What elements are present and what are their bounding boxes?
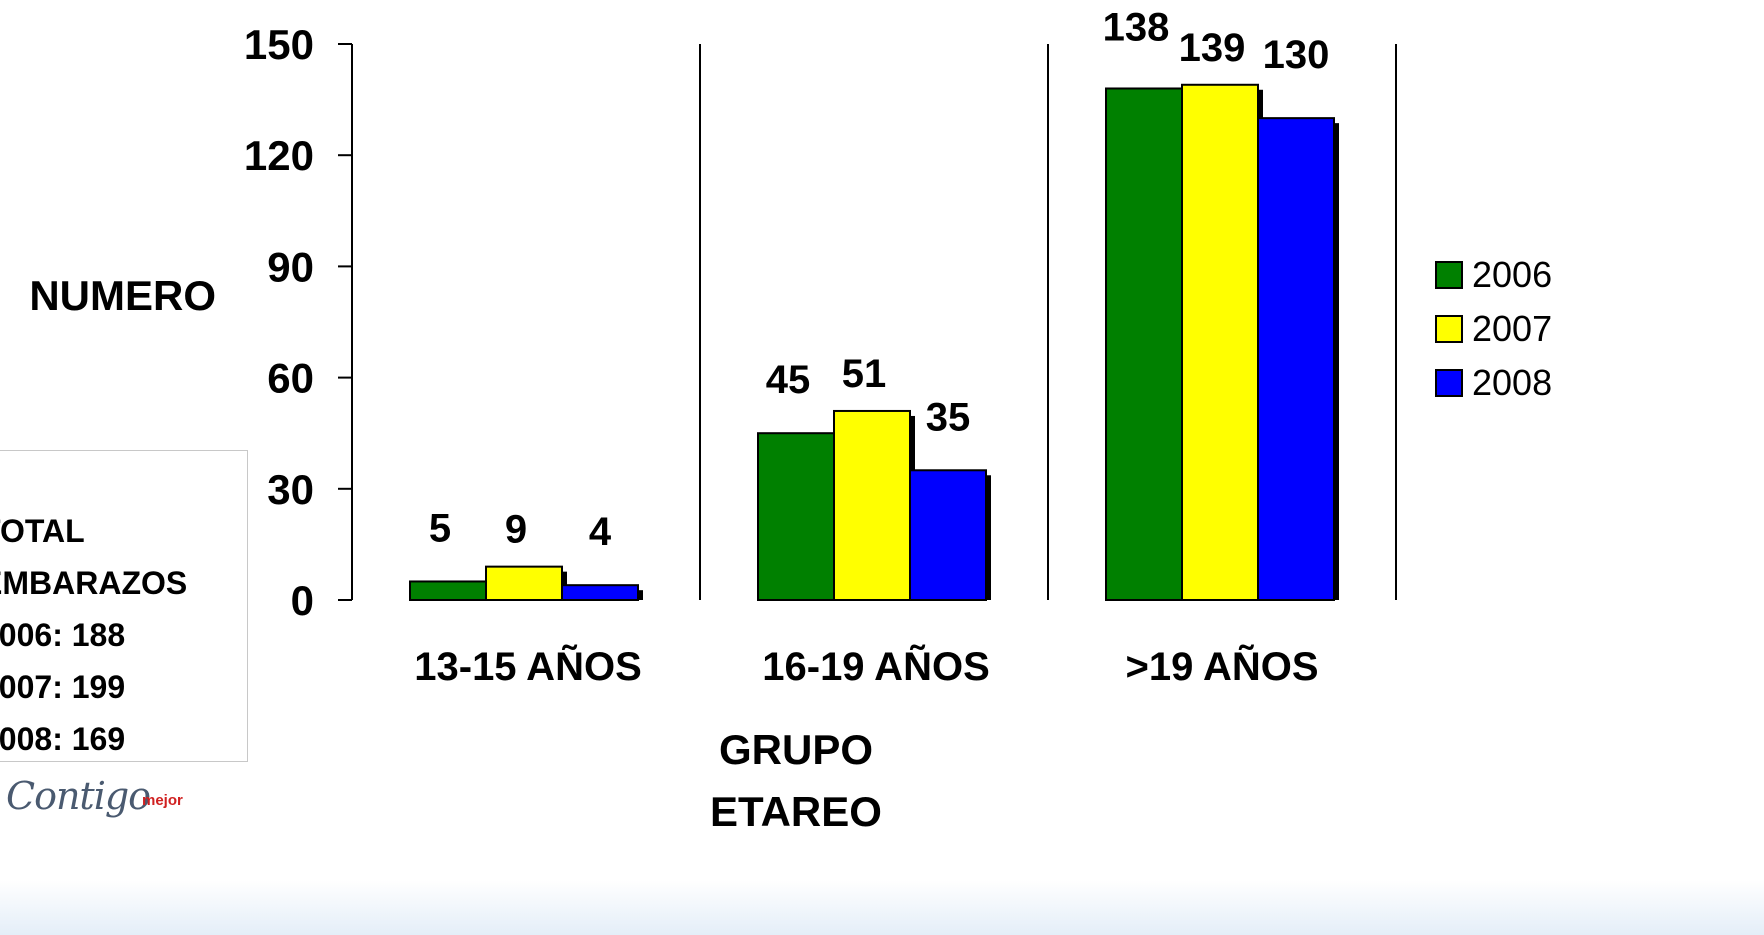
logo-script-text: Contigo [6,774,151,818]
bar [1257,117,1335,601]
y-tick-label: 150 [244,21,314,68]
x-axis-title-line-1: GRUPO [719,726,873,773]
bar [757,432,835,602]
bar [1105,87,1183,601]
data-label: 35 [926,395,971,439]
data-label: 130 [1263,33,1330,77]
category-labels: 13-15 AÑOS 16-19 AÑOS >19 AÑOS [414,643,1318,689]
data-label: 45 [766,358,811,402]
legend-label: 2007 [1472,308,1552,349]
totals-box: TOTAL EMBARAZOS 2006: 188 2007: 199 2008… [0,450,248,762]
y-tick-label: 0 [291,577,314,624]
bars [409,83,1339,602]
data-label: 139 [1179,26,1246,70]
y-tick-label: 90 [267,243,314,290]
category-dividers [699,44,1397,600]
data-label: 51 [842,352,887,396]
legend-swatch [1435,315,1463,343]
y-axis-title: NUMERO [29,272,216,319]
totals-line: 2008: 169 [0,721,126,757]
totals-line: EMBARAZOS [0,565,188,601]
y-tick-label: 60 [267,355,314,402]
bar [1181,83,1259,602]
x-axis-title-line-2: ETAREO [710,788,882,835]
data-label: 5 [429,506,451,550]
legend-label: 2008 [1472,362,1552,403]
legend-label: 2006 [1472,254,1552,295]
y-axis: 0 30 60 90 120 150 [244,21,353,624]
bar [485,565,563,602]
legend: 2006 2007 2008 [1435,254,1552,403]
data-label: 4 [589,510,612,554]
bar [561,584,639,602]
legend-swatch [1435,369,1463,397]
totals-line: 2006: 188 [0,617,126,653]
data-labels: 5 9 4 45 51 35 138 139 130 [429,5,1330,554]
legend-swatch [1435,261,1463,289]
contigo-logo: Contigo mejor [0,774,220,834]
bar [409,580,487,602]
data-label: 9 [505,508,527,552]
bar [909,469,987,601]
category-label: 16-19 AÑOS [762,643,990,689]
totals-line: 2007: 199 [0,669,126,705]
bar [833,409,911,601]
logo-small-text: mejor [142,792,183,809]
y-tick-label: 120 [244,132,314,179]
y-tick-label: 30 [267,466,314,513]
category-label: 13-15 AÑOS [414,643,642,689]
bottom-band [0,880,1764,935]
data-label: 138 [1103,5,1170,49]
totals-line: TOTAL [0,513,85,549]
category-label: >19 AÑOS [1125,643,1318,689]
